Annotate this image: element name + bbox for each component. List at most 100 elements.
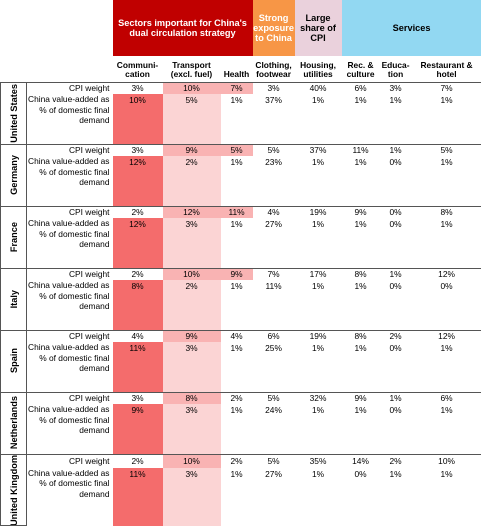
value-added-cell: 1% (412, 342, 481, 392)
value-added-cell: 3% (163, 342, 221, 392)
value-added-cell: 0% (380, 218, 412, 268)
cpi-weight-cell: 12% (163, 206, 221, 218)
cpi-weight-cell: 3% (113, 144, 163, 156)
country-label: Germany (1, 144, 27, 206)
header-spacer (27, 0, 113, 56)
cpi-weight-cell: 6% (412, 392, 481, 404)
value-added-cell: 1% (221, 156, 253, 206)
country-name: Netherlands (9, 396, 19, 449)
cpi-weight-cell: 0% (380, 206, 412, 218)
value-added-label: China value-added as % of domestic final… (27, 342, 113, 392)
value-added-cell: 1% (221, 404, 253, 454)
value-added-cell: 1% (295, 468, 342, 526)
cpi-weight-label: CPI weight (27, 206, 113, 218)
cpi-weight-cell: 1% (380, 268, 412, 280)
value-added-cell: 0% (380, 280, 412, 330)
country-name: Spain (9, 348, 19, 373)
value-added-cell: 11% (253, 280, 295, 330)
cpi-weight-cell: 3% (113, 82, 163, 94)
value-added-cell: 1% (295, 156, 342, 206)
cpi-weight-cell: 5% (221, 144, 253, 156)
country-name: Germany (9, 155, 19, 195)
country-label: France (1, 206, 27, 268)
cpi-weight-cell: 5% (253, 144, 295, 156)
cpi-weight-cell: 2% (113, 268, 163, 280)
value-added-cell: 1% (412, 94, 481, 144)
cpi-weight-cell: 19% (295, 330, 342, 342)
cpi-weight-cell: 10% (412, 454, 481, 468)
china-value-added-row: China value-added as % of domestic final… (1, 404, 481, 454)
value-added-cell: 27% (253, 468, 295, 526)
cpi-weight-cell: 6% (342, 82, 380, 94)
value-added-cell: 11% (113, 468, 163, 526)
china-value-added-row: China value-added as % of domestic final… (1, 218, 481, 268)
cpi-weight-cell: 1% (380, 392, 412, 404)
country-label: Spain (1, 330, 27, 392)
value-added-cell: 1% (295, 280, 342, 330)
value-added-cell: 1% (295, 404, 342, 454)
cpi-share-header: Large share of CPI (295, 0, 342, 56)
value-added-cell: 1% (295, 342, 342, 392)
value-added-cell: 1% (295, 94, 342, 144)
value-added-cell: 1% (412, 156, 481, 206)
value-added-cell: 1% (342, 156, 380, 206)
cpi-weight-cell: 12% (412, 268, 481, 280)
value-added-cell: 1% (342, 280, 380, 330)
value-added-label: China value-added as % of domestic final… (27, 280, 113, 330)
value-added-cell: 2% (163, 280, 221, 330)
country-label: United Kingdom (1, 454, 27, 526)
value-added-cell: 1% (342, 218, 380, 268)
cpi-weight-cell: 19% (295, 206, 342, 218)
country-label: Netherlands (1, 392, 27, 454)
value-added-cell: 27% (253, 218, 295, 268)
china-value-added-row: China value-added as % of domestic final… (1, 342, 481, 392)
cpi-weight-cell: 1% (380, 144, 412, 156)
value-added-cell: 1% (342, 94, 380, 144)
value-added-cell: 0% (412, 280, 481, 330)
column-header: Transport (excl. fuel) (163, 56, 221, 82)
cpi-weight-cell: 9% (163, 330, 221, 342)
cpi-weight-cell: 5% (253, 454, 295, 468)
value-added-cell: 2% (163, 156, 221, 206)
cpi-weight-cell: 11% (221, 206, 253, 218)
value-added-cell: 1% (412, 218, 481, 268)
services-header: Services (342, 0, 481, 56)
column-header: Educa-tion (380, 56, 412, 82)
value-added-cell: 25% (253, 342, 295, 392)
cpi-weight-cell: 5% (412, 144, 481, 156)
column-header: Clothing, footwear (253, 56, 295, 82)
value-added-cell: 1% (412, 468, 481, 526)
cpi-weight-cell: 9% (342, 206, 380, 218)
cpi-weight-cell: 2% (113, 454, 163, 468)
cpi-weight-cell: 17% (295, 268, 342, 280)
value-added-label: China value-added as % of domestic final… (27, 156, 113, 206)
value-added-cell: 1% (295, 218, 342, 268)
value-added-label: China value-added as % of domestic final… (27, 468, 113, 526)
value-added-cell: 3% (163, 404, 221, 454)
cpi-weight-cell: 2% (380, 330, 412, 342)
cpi-weight-cell: 40% (295, 82, 342, 94)
cpi-weight-cell: 3% (253, 82, 295, 94)
value-added-cell: 1% (221, 342, 253, 392)
column-header: Rec. & culture (342, 56, 380, 82)
cpi-weight-label: CPI weight (27, 82, 113, 94)
country-name: United Kingdom (9, 455, 19, 526)
cpi-weight-cell: 14% (342, 454, 380, 468)
cpi-weight-label: CPI weight (27, 454, 113, 468)
cpi-weight-cell: 9% (342, 392, 380, 404)
cpi-weight-cell: 8% (342, 330, 380, 342)
value-added-cell: 0% (342, 468, 380, 526)
cpi-weight-label: CPI weight (27, 268, 113, 280)
china-value-added-row: China value-added as % of domestic final… (1, 468, 481, 526)
cpi-weight-cell: 4% (253, 206, 295, 218)
cpi-weight-cell: 7% (412, 82, 481, 94)
cpi-weight-cell: 2% (113, 206, 163, 218)
cpi-weight-cell: 8% (412, 206, 481, 218)
value-added-cell: 1% (380, 468, 412, 526)
cpi-weight-cell: 5% (253, 392, 295, 404)
cpi-weight-cell: 3% (380, 82, 412, 94)
value-added-cell: 37% (253, 94, 295, 144)
